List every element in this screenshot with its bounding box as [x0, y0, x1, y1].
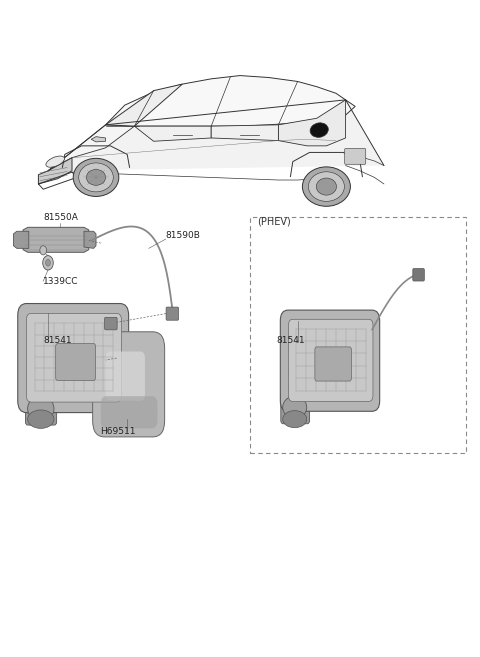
- Ellipse shape: [316, 178, 336, 195]
- Ellipse shape: [28, 410, 54, 428]
- Ellipse shape: [310, 123, 328, 137]
- Ellipse shape: [86, 170, 106, 185]
- Text: H69511: H69511: [100, 426, 135, 436]
- Ellipse shape: [283, 411, 307, 428]
- Ellipse shape: [309, 172, 345, 201]
- Polygon shape: [134, 126, 211, 141]
- FancyBboxPatch shape: [56, 344, 96, 380]
- FancyBboxPatch shape: [93, 332, 165, 437]
- FancyBboxPatch shape: [18, 304, 129, 413]
- Polygon shape: [38, 158, 72, 184]
- Ellipse shape: [73, 158, 119, 196]
- Circle shape: [46, 260, 50, 266]
- Polygon shape: [91, 137, 106, 142]
- Polygon shape: [48, 100, 384, 171]
- FancyBboxPatch shape: [166, 307, 179, 320]
- Polygon shape: [211, 125, 278, 141]
- Ellipse shape: [302, 167, 350, 206]
- Ellipse shape: [28, 396, 54, 421]
- FancyBboxPatch shape: [106, 351, 145, 401]
- Polygon shape: [13, 231, 29, 248]
- Text: 81541: 81541: [276, 336, 305, 345]
- Text: 81590B: 81590B: [166, 231, 201, 240]
- Polygon shape: [48, 125, 134, 171]
- Circle shape: [43, 256, 53, 270]
- Text: (PHEV): (PHEV): [257, 217, 290, 227]
- FancyBboxPatch shape: [413, 269, 424, 281]
- FancyBboxPatch shape: [315, 347, 351, 381]
- Text: 1339CC: 1339CC: [43, 277, 79, 286]
- FancyBboxPatch shape: [288, 319, 373, 401]
- Ellipse shape: [46, 156, 64, 168]
- FancyBboxPatch shape: [281, 392, 310, 424]
- Polygon shape: [278, 100, 346, 146]
- Text: 81541: 81541: [43, 336, 72, 345]
- FancyBboxPatch shape: [25, 392, 57, 425]
- Polygon shape: [23, 227, 89, 252]
- FancyBboxPatch shape: [26, 313, 121, 402]
- FancyBboxPatch shape: [280, 310, 380, 411]
- Polygon shape: [106, 84, 182, 126]
- Ellipse shape: [79, 163, 113, 192]
- FancyBboxPatch shape: [345, 148, 366, 164]
- Text: 81550A: 81550A: [43, 213, 78, 222]
- Polygon shape: [106, 76, 355, 126]
- FancyBboxPatch shape: [101, 396, 157, 428]
- FancyBboxPatch shape: [105, 317, 117, 330]
- Polygon shape: [84, 231, 96, 248]
- Circle shape: [40, 246, 47, 255]
- Ellipse shape: [283, 396, 307, 419]
